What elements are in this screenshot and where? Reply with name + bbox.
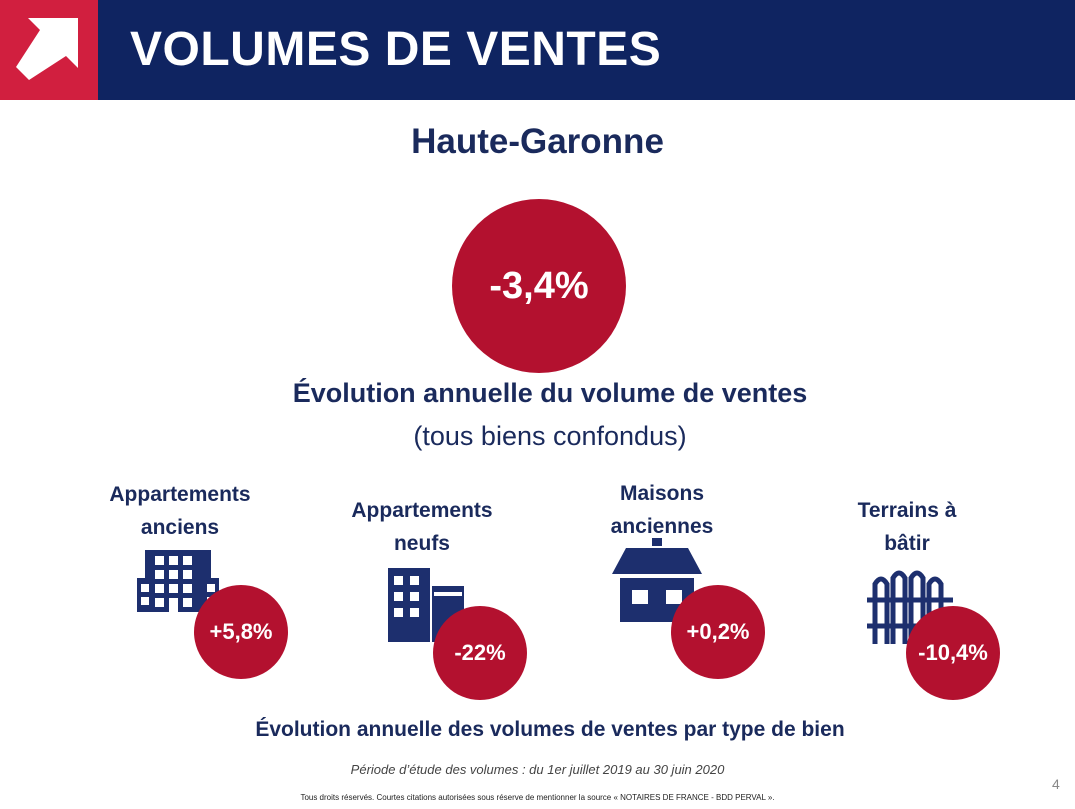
region-title: Haute-Garonne: [411, 122, 664, 161]
fence-icon: [867, 570, 953, 644]
overall-change-badge: -3,4%: [452, 199, 626, 373]
change-badge-building-land: -10,4%: [906, 606, 1000, 700]
footer-copyright: Tous droits réservés. Courtes citations …: [300, 793, 775, 802]
study-period: Période d’étude des volumes : du 1er jui…: [350, 762, 725, 777]
overall-title: Évolution annuelle du volume de ventes: [292, 378, 808, 408]
overall-subtitle: (tous biens confondus): [413, 421, 687, 451]
categories-caption: Évolution annuelle des volumes de ventes…: [255, 718, 845, 741]
change-badge-houses-old: +0,2%: [671, 585, 765, 679]
change-badge-apartments-new: -22%: [433, 606, 527, 700]
logo: [0, 0, 98, 100]
page-title: VOLUMES DE VENTES: [130, 23, 662, 76]
change-badge-apartments-old: +5,8%: [194, 585, 288, 679]
category-label-houses-old: Maisons anciennes: [610, 482, 714, 538]
category-label-apartments-old: Appartements anciens: [109, 483, 251, 539]
category-label-building-land: Terrains à bâtir: [857, 499, 957, 555]
overall-change-value: -3,4%: [489, 264, 589, 307]
arrow-up-right-icon: [16, 18, 78, 80]
header-bar: VOLUMES DE VENTES: [0, 0, 1075, 100]
page-number: 4: [1052, 776, 1060, 792]
apartment-building-icon: [137, 550, 219, 612]
new-apartment-building-icon: [388, 568, 464, 642]
category-label-apartments-new: Appartements neufs: [351, 499, 493, 555]
